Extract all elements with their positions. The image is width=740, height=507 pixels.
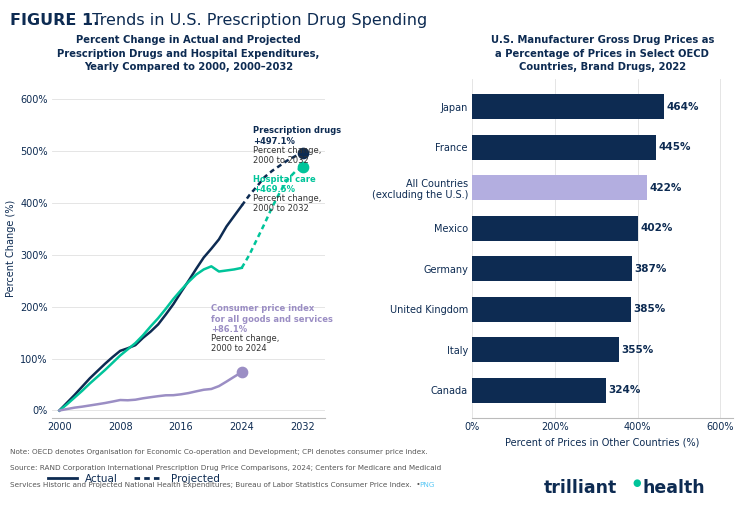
Text: Prescription drugs
+497.1%: Prescription drugs +497.1% — [253, 126, 341, 146]
Bar — [472, 337, 619, 363]
Text: health: health — [642, 479, 705, 497]
Text: trilliant: trilliant — [544, 479, 617, 497]
Title: Percent Change in Actual and Projected
Prescription Drugs and Hospital Expenditu: Percent Change in Actual and Projected P… — [58, 35, 320, 73]
Text: 385%: 385% — [633, 304, 666, 314]
Bar — [472, 94, 664, 119]
Text: 445%: 445% — [659, 142, 691, 152]
Text: 402%: 402% — [641, 223, 673, 233]
X-axis label: Percent of Prices in Other Countries (%): Percent of Prices in Other Countries (%) — [505, 438, 699, 448]
Bar — [472, 215, 639, 241]
Text: 355%: 355% — [622, 345, 653, 355]
Y-axis label: Percent Change (%): Percent Change (%) — [6, 200, 16, 297]
Point — [236, 368, 248, 376]
Text: Hospital care
+469.5%: Hospital care +469.5% — [253, 174, 316, 194]
Bar — [472, 256, 632, 281]
Text: Percent change,
2000 to 2024: Percent change, 2000 to 2024 — [212, 334, 280, 353]
Title: U.S. Manufacturer Gross Drug Prices as
a Percentage of Prices in Select OECD
Cou: U.S. Manufacturer Gross Drug Prices as a… — [491, 35, 714, 73]
Text: ●: ● — [632, 478, 640, 488]
Text: FIGURE 1.: FIGURE 1. — [10, 13, 99, 28]
Text: Percent change,
2000 to 2032: Percent change, 2000 to 2032 — [253, 146, 321, 165]
Bar — [472, 297, 631, 322]
Legend: Actual, Projected: Actual, Projected — [44, 469, 224, 488]
Text: Percent change,
2000 to 2032: Percent change, 2000 to 2032 — [253, 194, 321, 213]
Text: 464%: 464% — [667, 101, 699, 112]
Bar — [472, 134, 656, 160]
Text: PNG: PNG — [420, 482, 435, 488]
Bar — [472, 378, 606, 403]
Text: Consumer price index
for all goods and services
+86.1%: Consumer price index for all goods and s… — [212, 304, 333, 334]
Text: Source: RAND Corporation International Prescription Drug Price Comparisons, 2024: Source: RAND Corporation International P… — [10, 465, 441, 472]
Text: Trends in U.S. Prescription Drug Spending: Trends in U.S. Prescription Drug Spendin… — [87, 13, 428, 28]
Text: Note: OECD denotes Organisation for Economic Co-operation and Development; CPI d: Note: OECD denotes Organisation for Econ… — [10, 449, 427, 455]
Text: 387%: 387% — [635, 264, 667, 274]
Text: 324%: 324% — [608, 385, 641, 395]
Point — [297, 163, 309, 171]
Text: 422%: 422% — [649, 183, 682, 193]
Point — [297, 149, 309, 157]
Bar — [472, 175, 647, 200]
Text: Services Historic and Projected National Health Expenditures; Bureau of Labor St: Services Historic and Projected National… — [10, 482, 425, 488]
